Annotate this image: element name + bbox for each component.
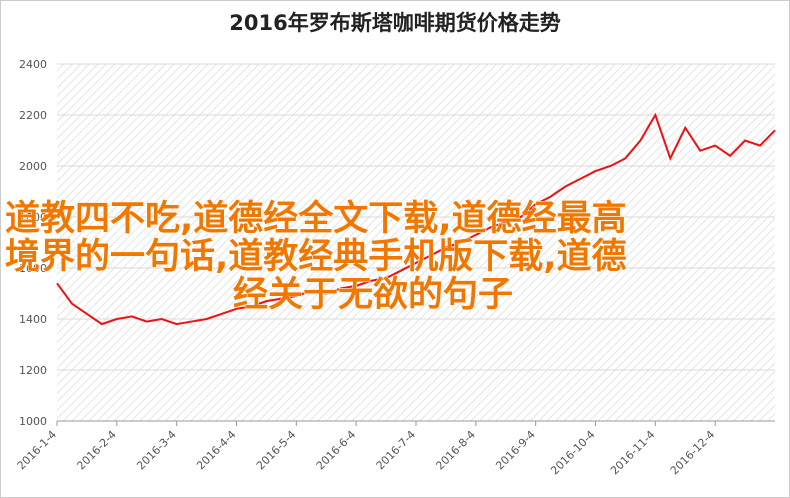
y-tick-label: 1800 bbox=[19, 211, 47, 224]
overlay-text: 道教四不吃,道德经全文下载,道德经最高 bbox=[5, 198, 627, 239]
y-tick-label: 1200 bbox=[19, 364, 47, 377]
y-tick-label: 1400 bbox=[19, 313, 47, 326]
overlay-text: 境界的一句话,道教经典手机版下载,道德 bbox=[5, 237, 627, 277]
y-tick-label: 2200 bbox=[19, 109, 47, 122]
y-tick-label: 2000 bbox=[19, 160, 47, 173]
plot-area bbox=[57, 64, 775, 421]
y-tick-label: 2400 bbox=[19, 58, 47, 71]
chart-title: 2016年罗布斯塔咖啡期货价格走势 bbox=[229, 11, 560, 35]
y-tick-label: 1600 bbox=[19, 262, 47, 275]
line-series bbox=[56, 112, 776, 326]
overlay-text: 经关于无欲的句子 bbox=[233, 275, 513, 315]
y-tick-label: 1000 bbox=[19, 415, 47, 428]
